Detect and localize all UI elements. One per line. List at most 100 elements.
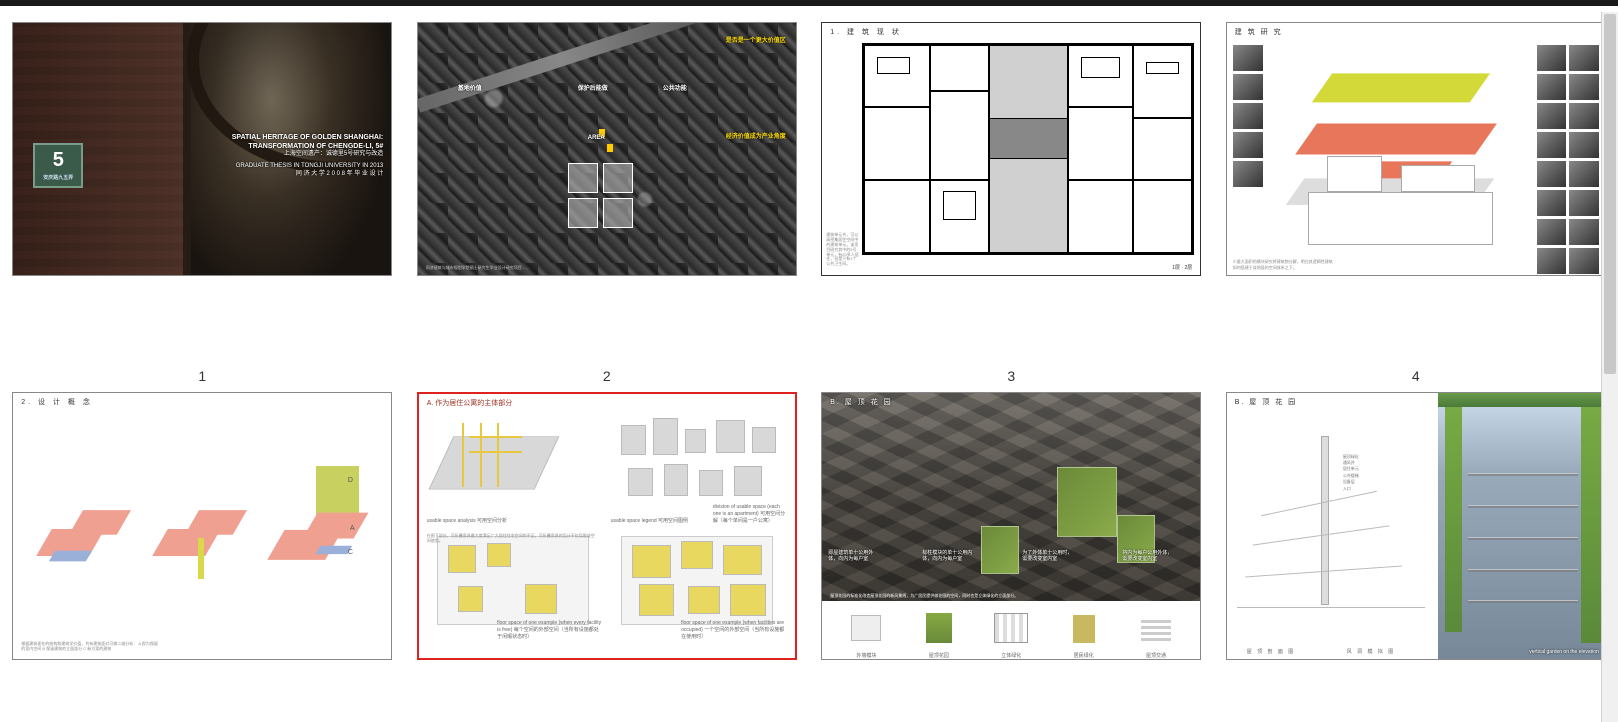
floor-legend: 1层 · 2层 bbox=[1172, 264, 1192, 271]
page-header: A. 作为居住公寓的主体部分 bbox=[427, 398, 513, 408]
caption: usable space legend 可用空间图例 bbox=[611, 517, 688, 524]
page-viewer: 5 安庆路九五弄 SPATIAL HERITAGE OF GOLDEN SHAN… bbox=[0, 6, 1618, 722]
page-7[interactable]: B. 屋 顶 花 园 即屋建筑单十公用外体，向内为每户室 标柱模块的单十公用内体… bbox=[821, 392, 1201, 660]
inset-box bbox=[603, 198, 633, 228]
diagram-row: D A C bbox=[33, 493, 371, 583]
page-header: 1. 建 筑 现 状 bbox=[830, 27, 902, 37]
inset-box bbox=[568, 163, 598, 193]
icon-strip: 外墙模块 屋顶花园 立体绿化 居民绿化 屋顶交通 bbox=[822, 601, 1200, 659]
iso-1 bbox=[33, 493, 139, 583]
inset-box bbox=[568, 198, 598, 228]
legend-list: 屋顶绿化 通风井 居住单元 公共楼梯 设备层 入口 bbox=[1343, 454, 1359, 492]
scrollbar-thumb[interactable] bbox=[1604, 14, 1616, 374]
side-note: 建筑单元共，可以高密集居住空间中的建筑单元。该项目研究其中的5号单元，有20多人… bbox=[826, 233, 860, 267]
strip-note: 屋顶花园的标准化改造屋顶花园的新风景线，为广居民提供做花园的空间，同时也是立体绿… bbox=[830, 593, 1018, 599]
railway-line bbox=[417, 22, 708, 112]
page-2[interactable]: 是否是一个更大价值区 基地价值 保护后能做 公共功能 AREA 经济价值成为产业… bbox=[417, 22, 797, 276]
caption: floor space of one example (when facilit… bbox=[681, 620, 787, 640]
page-number: 3 bbox=[1007, 368, 1015, 384]
note: 在图下部分，可折叠家具最大度满足广大居住住宅空间的不足，可折叠家具的设计不仅局限… bbox=[427, 534, 597, 544]
page-grid: 5 安庆路九五弄 SPATIAL HERITAGE OF GOLDEN SHAN… bbox=[0, 6, 1618, 722]
roof-green bbox=[1438, 393, 1604, 407]
strip-icon: 屋顶花园 bbox=[918, 611, 960, 649]
map-label: 经济价值成为产业角度 bbox=[726, 131, 786, 140]
page-header: B. 屋 顶 花 园 bbox=[1235, 397, 1297, 407]
section-tower bbox=[1321, 436, 1329, 606]
thumb bbox=[1233, 45, 1263, 71]
iso-3: D A C bbox=[265, 493, 371, 583]
iso-2 bbox=[149, 493, 255, 583]
anno: 为了外体单十公用时，需要改变室内室 bbox=[1022, 551, 1072, 562]
cell-7: B. 屋 顶 花 园 即屋建筑单十公用外体，向内为每户室 标柱模块的单十公用内体… bbox=[809, 384, 1214, 722]
strip-icon: 屋顶交通 bbox=[1135, 611, 1177, 649]
cell-6: A. 作为居住公寓的主体部分 usable space analysis 可用空… bbox=[405, 384, 810, 722]
green-panel bbox=[981, 526, 1019, 574]
quad-tl: usable space analysis 可用空间分析 bbox=[427, 414, 603, 522]
caption: floor space of one example (when every f… bbox=[497, 620, 603, 640]
thumb bbox=[1233, 74, 1263, 100]
section-drawing: 屋顶绿化 通风井 居住单元 公共楼梯 设备层 入口 bbox=[1233, 413, 1430, 639]
caption-left: 屋 顶 剖 面 图 bbox=[1247, 648, 1296, 655]
map-label: 公共功能 bbox=[663, 83, 687, 92]
title-en-2: TRANSFORMATION OF CHENGDE-LI, 5# bbox=[223, 142, 383, 151]
page-header: B. 屋 顶 花 园 bbox=[830, 397, 892, 407]
inset-box bbox=[603, 163, 633, 193]
page-3[interactable]: 1. 建 筑 现 状 建筑单元共，可 bbox=[821, 22, 1201, 276]
anno: 标柱模块的单十公用内体，向内为每户室 bbox=[922, 551, 972, 562]
cell-2: 是否是一个更大价值区 基地价值 保护后能做 公共功能 AREA 经济价值成为产业… bbox=[405, 6, 810, 384]
thumb bbox=[1233, 132, 1263, 158]
page-number: 1 bbox=[198, 368, 206, 384]
label-a: A bbox=[350, 525, 355, 532]
thumb bbox=[1233, 161, 1263, 187]
page-6[interactable]: A. 作为居住公寓的主体部分 usable space analysis 可用空… bbox=[417, 392, 797, 660]
page-header: 建 筑 研 究 bbox=[1235, 27, 1283, 37]
thumb bbox=[1537, 45, 1567, 71]
page-8[interactable]: B. 屋 顶 花 园 屋顶绿化 通风井 居住单元 公共楼梯 设备层 入口 bbox=[1226, 392, 1606, 660]
strip-icon: 居民绿化 bbox=[1063, 611, 1105, 649]
page-number: 2 bbox=[603, 368, 611, 384]
caption-mid: 风 洞 模 拟 图 bbox=[1347, 648, 1396, 655]
subtitle: GRADUATE THESIS IN TONGJI UNIVERSITY IN … bbox=[223, 163, 383, 171]
title-cn: 上海空间遗产：诚德里5号研究与改造 bbox=[223, 151, 383, 159]
anno: 即屋建筑单十公用外体，向内为每户室 bbox=[828, 551, 878, 562]
caption-right: vertical garden on the elevation bbox=[1529, 649, 1599, 655]
floor-plan bbox=[862, 43, 1194, 255]
quad-bl: floor space of one example (when every f… bbox=[427, 530, 603, 638]
caption: usable space analysis 可用空间分析 bbox=[427, 517, 507, 524]
plaque-text: 安庆路九五弄 bbox=[35, 175, 81, 181]
map-label: 保护后能做 bbox=[578, 83, 608, 92]
map-label: 基地价值 bbox=[458, 83, 482, 92]
render-view bbox=[1438, 393, 1604, 659]
note: 根据建筑现在的结构和建筑学价值，共有建筑面对可做二维分析： A 即为保留的室内空… bbox=[21, 641, 161, 651]
body-text: 同济建筑与城市规划学院硕士研究生毕业设计研究项目…… bbox=[426, 266, 788, 271]
thumb-column-left bbox=[1233, 45, 1263, 225]
label-c: C bbox=[348, 549, 353, 556]
thumb-grid-right bbox=[1537, 45, 1599, 267]
house-axon bbox=[1308, 156, 1493, 245]
vertical-scrollbar[interactable] bbox=[1601, 12, 1618, 722]
house-number-plaque: 5 安庆路九五弄 bbox=[33, 143, 83, 188]
analysis-grid: usable space analysis 可用空间分析 usable spac… bbox=[427, 414, 787, 638]
exploded-axon bbox=[1269, 41, 1533, 263]
cell-4: 建 筑 研 究 bbox=[1214, 6, 1618, 384]
cell-8: B. 屋 顶 花 园 屋顶绿化 通风井 居住单元 公共楼梯 设备层 入口 bbox=[1214, 384, 1618, 722]
map-label: AREA bbox=[588, 135, 605, 141]
cell-3: 1. 建 筑 现 状 建筑单元共，可 bbox=[809, 6, 1214, 384]
page-4[interactable]: 建 筑 研 究 bbox=[1226, 22, 1606, 276]
cell-5: 2. 设 计 概 念 D A bbox=[0, 384, 405, 722]
anno: 将内为每户公用外体，需要改变室内室 bbox=[1122, 551, 1172, 562]
strip-icon: 外墙模块 bbox=[845, 611, 887, 649]
caption: division of usable space (each one is an… bbox=[713, 504, 787, 524]
quad-br: floor space of one example (when facilit… bbox=[611, 530, 787, 638]
green-panel bbox=[1057, 467, 1117, 536]
label-d: D bbox=[348, 477, 353, 484]
subtitle-cn: 同 济 大 学 2 0 0 8 年 毕 业 设 计 bbox=[223, 171, 383, 179]
site-highlight bbox=[607, 144, 613, 152]
cell-1: 5 安庆路九五弄 SPATIAL HERITAGE OF GOLDEN SHAN… bbox=[0, 6, 405, 384]
cover-title: SPATIAL HERITAGE OF GOLDEN SHANGHAI: TRA… bbox=[223, 133, 383, 179]
title-en-1: SPATIAL HERITAGE OF GOLDEN SHANGHAI: bbox=[223, 133, 383, 142]
strip-icon: 立体绿化 bbox=[990, 611, 1032, 649]
page-5[interactable]: 2. 设 计 概 念 D A bbox=[12, 392, 392, 660]
page-1[interactable]: 5 安庆路九五弄 SPATIAL HERITAGE OF GOLDEN SHAN… bbox=[12, 22, 392, 276]
note: 少量大面积的模块研究将建筑物分解，明白其逻辑性建筑如何搭建于该地段的空间体系之下… bbox=[1233, 259, 1333, 271]
